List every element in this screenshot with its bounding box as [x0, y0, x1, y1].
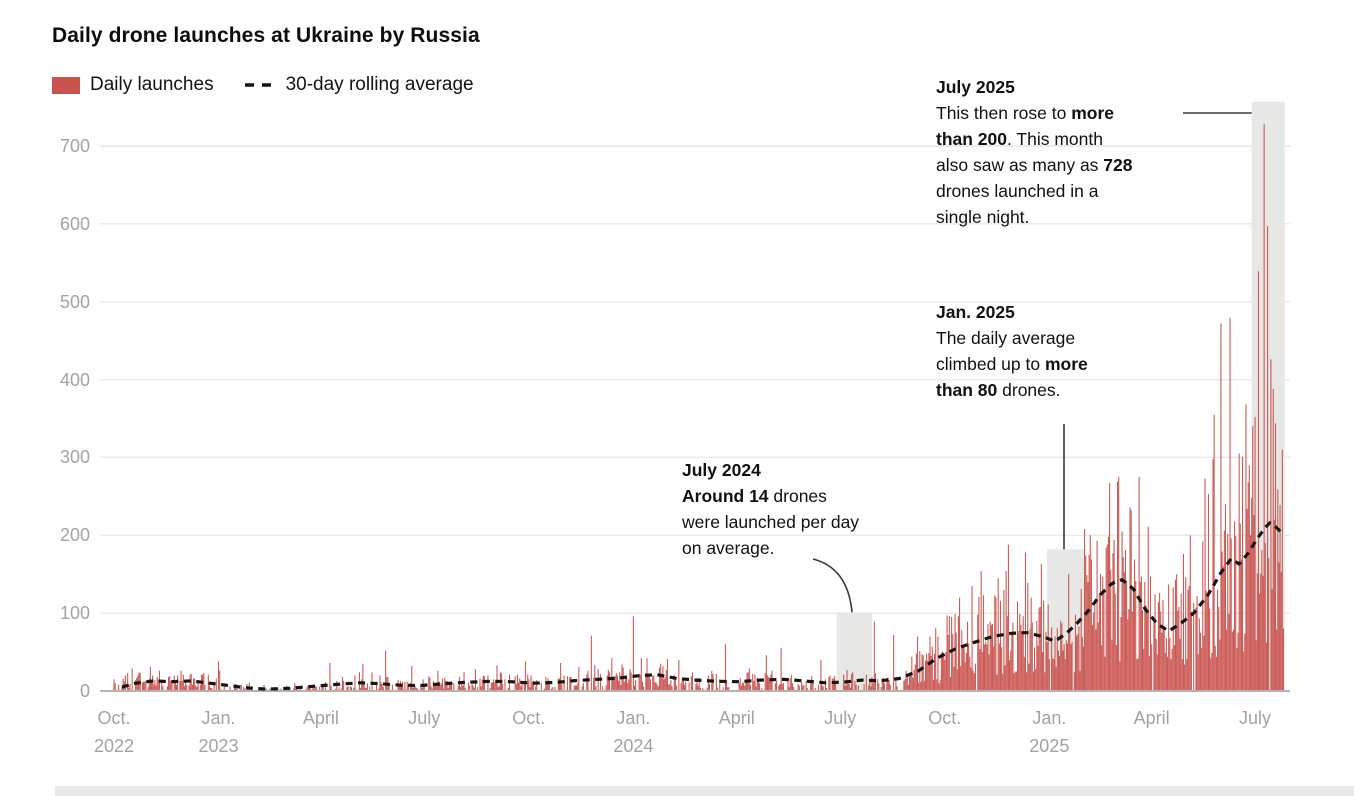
x-tick-month-label: Oct. — [512, 708, 546, 728]
x-tick-month-label: April — [718, 708, 755, 728]
legend-rolling-average-dash-icon — [244, 83, 276, 87]
x-tick-month-label: Jan. — [201, 708, 236, 728]
annotation-heading: July 2024 — [682, 460, 761, 480]
x-tick-month-label: Jan. — [616, 708, 651, 728]
y-tick-label: 400 — [59, 369, 90, 390]
annotation-line: were launched per day — [682, 512, 860, 532]
x-tick-month-label: Oct. — [97, 708, 131, 728]
rolling-average-line — [121, 521, 1283, 691]
annotation-body: Around 14 drones were launched per day on … — [682, 483, 859, 561]
legend-rolling-average-label: 30-day rolling average — [285, 74, 474, 95]
legend: Daily launches 30-day rolling average — [52, 74, 474, 96]
y-tick-label: 600 — [59, 213, 90, 234]
x-tick-year-label: 2022 — [93, 736, 135, 756]
annotation-heading: Jan. 2025 — [936, 302, 1015, 322]
x-tick-year-label: 2024 — [613, 736, 654, 756]
bottom-scroll-strip — [55, 786, 1354, 796]
chart-title: Daily drone launches at Ukraine by Russi… — [52, 24, 480, 47]
annotation-body: This then rose to more than 200. This mon… — [936, 100, 1133, 230]
y-tick-label: 100 — [59, 603, 90, 624]
annotation-line: The daily average — [936, 328, 1076, 348]
x-tick-month-label: April — [1133, 708, 1170, 728]
y-tick-label: 500 — [59, 291, 90, 312]
x-tick-year-label: 2023 — [198, 736, 239, 756]
x-tick-month-label: July — [824, 708, 857, 728]
annotation-line: This then rose to more — [936, 103, 1115, 123]
annotation-line: single night. — [936, 207, 1030, 227]
y-tick-label: 300 — [59, 447, 90, 468]
x-tick-month-label: Oct. — [928, 708, 962, 728]
x-tick-month-label: July — [1239, 708, 1272, 728]
annotation-july-2024: July 2024 Around 14 drones were launched … — [682, 457, 859, 561]
annotation-line: also saw as many as 728 — [936, 155, 1133, 175]
x-tick-month-label: April — [302, 708, 339, 728]
annotation-july-2025: July 2025 This then rose to more than 200… — [936, 74, 1133, 230]
annotation-leader-lines — [812, 112, 1252, 613]
y-tick-label: 200 — [59, 525, 90, 546]
y-tick-label: 700 — [59, 135, 90, 156]
annotation-line: than 80 drones. — [936, 380, 1061, 400]
annotation-line: climbed up to more — [936, 354, 1088, 374]
annotation-line: drones launched in a — [936, 181, 1099, 201]
gridlines — [100, 145, 1290, 614]
legend-daily-launches-swatch — [52, 76, 80, 94]
daily-launches-bars — [112, 124, 1285, 692]
x-tick-month-label: July — [408, 708, 441, 728]
annotation-line: Around 14 drones — [682, 486, 827, 506]
annotation-jan-2025: Jan. 2025 The daily average climbed up to… — [936, 299, 1088, 403]
annotation-line: on average. — [682, 538, 775, 558]
x-tick-year-label: 2025 — [1029, 736, 1070, 756]
annotation-heading: July 2025 — [936, 77, 1015, 97]
legend-daily-launches-label: Daily launches — [90, 74, 214, 95]
annotation-body: The daily average climbed up to more than … — [936, 325, 1088, 403]
annotation-line: than 200. This month — [936, 129, 1103, 149]
y-tick-label: 0 — [79, 681, 90, 701]
x-tick-month-label: Jan. — [1032, 708, 1067, 728]
